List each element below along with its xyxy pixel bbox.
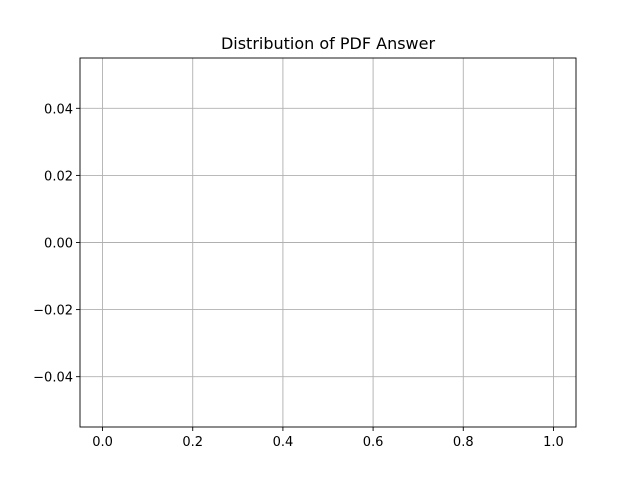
x-tick-label: 0.4 [273, 435, 294, 450]
x-tick-label: 1.0 [543, 435, 564, 450]
y-tick-label: −0.04 [33, 371, 73, 386]
y-tick-label: 0.02 [44, 169, 73, 184]
y-tick-label: 0.04 [44, 102, 73, 117]
y-tick-label: −0.02 [33, 304, 73, 319]
y-tick-label: 0.00 [44, 237, 73, 252]
x-tick-label: 0.2 [182, 435, 203, 450]
x-tick-label: 0.0 [92, 435, 113, 450]
grid-layer [80, 58, 576, 427]
chart-title: Distribution of PDF Answer [221, 34, 436, 53]
ticks-layer: 0.0 0.2 0.4 0.6 0.8 1.0 0.04 0.02 0.00 −0.02 −0.04 [33, 102, 564, 450]
x-tick-label: 0.8 [453, 435, 474, 450]
x-tick-label: 0.6 [363, 435, 384, 450]
